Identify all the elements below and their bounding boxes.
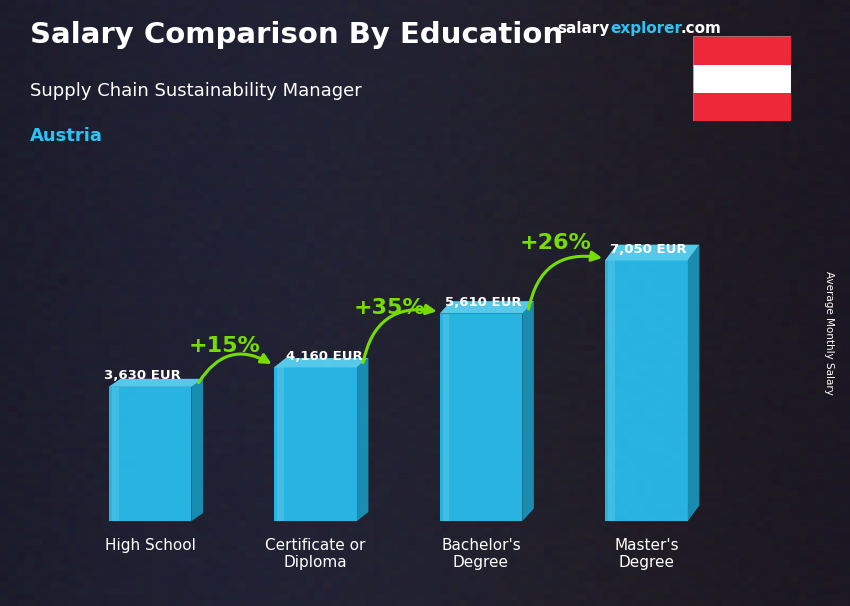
Polygon shape [109, 379, 203, 387]
Polygon shape [605, 261, 688, 521]
Bar [693, 93, 791, 121]
Text: +26%: +26% [519, 233, 592, 253]
Polygon shape [605, 245, 700, 261]
Polygon shape [277, 367, 284, 521]
Text: .com: .com [680, 21, 721, 36]
Polygon shape [357, 358, 368, 521]
Polygon shape [191, 379, 203, 521]
Polygon shape [439, 301, 534, 313]
Polygon shape [274, 358, 368, 367]
Polygon shape [111, 387, 119, 521]
Text: salary: salary [557, 21, 609, 36]
Text: 5,610 EUR: 5,610 EUR [445, 296, 521, 309]
Text: 4,160 EUR: 4,160 EUR [286, 350, 362, 363]
Text: explorer: explorer [610, 21, 683, 36]
Text: Average Monthly Salary: Average Monthly Salary [824, 271, 834, 395]
Polygon shape [608, 261, 615, 521]
Text: +35%: +35% [354, 298, 426, 318]
Polygon shape [443, 313, 450, 521]
Text: 3,630 EUR: 3,630 EUR [104, 370, 180, 382]
Polygon shape [688, 245, 700, 521]
Bar [693, 65, 791, 93]
Text: 7,050 EUR: 7,050 EUR [610, 243, 687, 256]
Bar [693, 36, 791, 65]
Polygon shape [522, 301, 534, 521]
Text: Salary Comparison By Education: Salary Comparison By Education [30, 21, 563, 49]
Polygon shape [439, 313, 522, 521]
Polygon shape [274, 367, 357, 521]
Text: Supply Chain Sustainability Manager: Supply Chain Sustainability Manager [30, 82, 361, 100]
Polygon shape [109, 387, 191, 521]
Text: +15%: +15% [189, 336, 260, 356]
Text: Austria: Austria [30, 127, 103, 145]
